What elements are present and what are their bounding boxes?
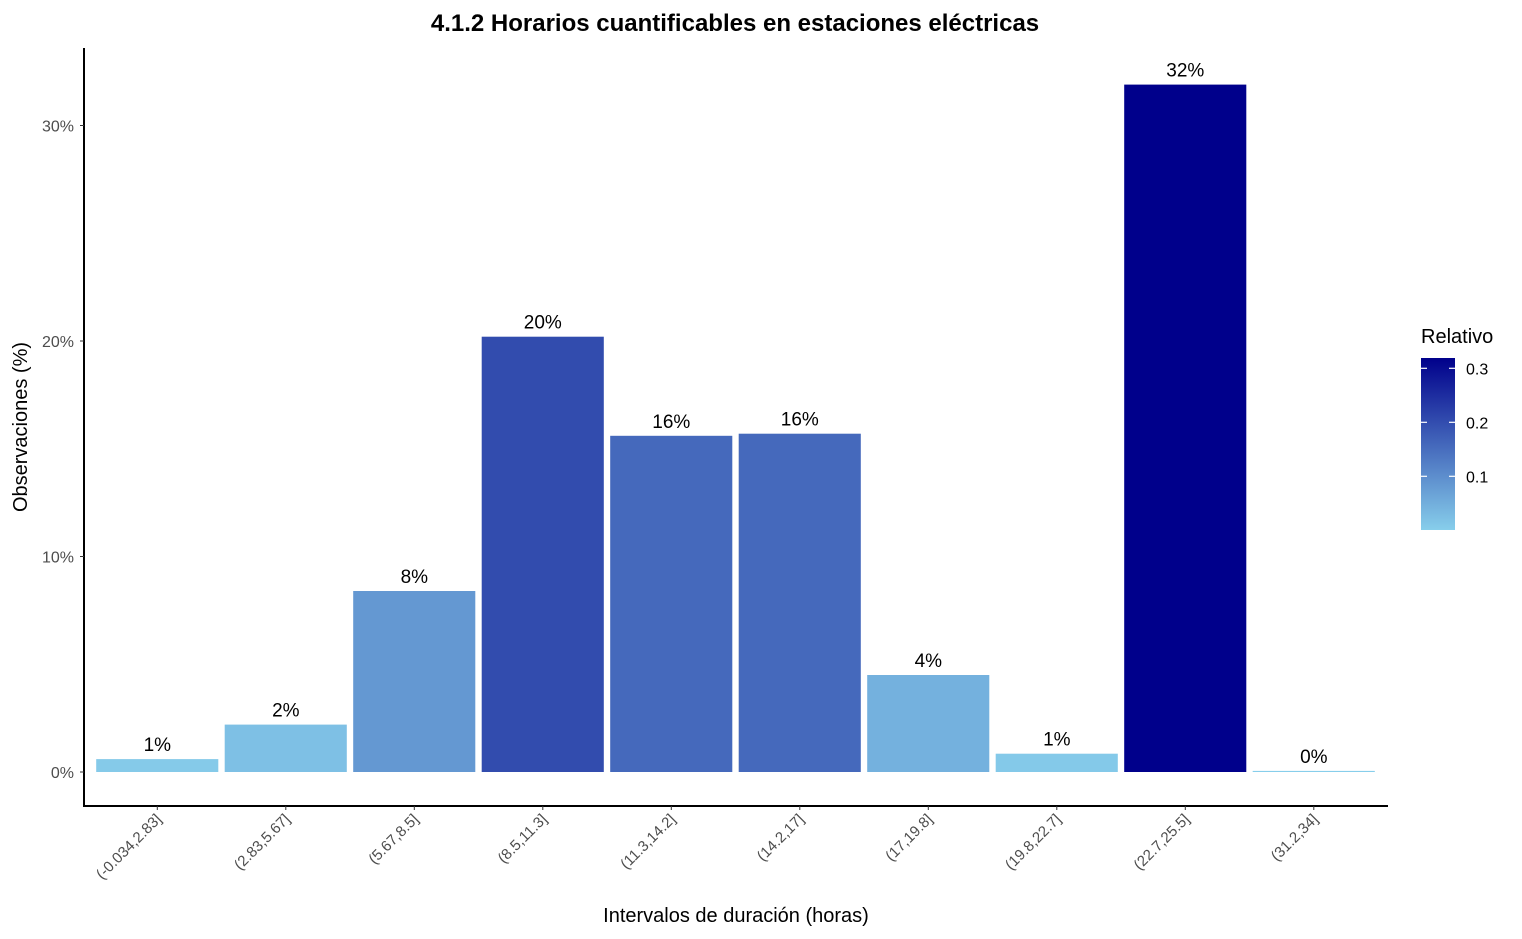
legend-colorbar bbox=[1421, 358, 1455, 530]
y-tick-label: 20% bbox=[42, 334, 74, 351]
bar bbox=[224, 724, 347, 772]
y-tick-label: 30% bbox=[42, 119, 74, 136]
bar bbox=[610, 435, 733, 772]
x-tick-label: (11.3,14.2] bbox=[617, 811, 679, 873]
x-tick-label: (-0.034,2.83] bbox=[93, 811, 165, 883]
bar bbox=[481, 336, 604, 772]
bar bbox=[1124, 84, 1247, 773]
y-axis-title: Observaciones (%) bbox=[10, 342, 32, 512]
bar-data-label: 8% bbox=[401, 567, 429, 588]
bar-data-label: 4% bbox=[915, 651, 943, 672]
x-ticks-group: (-0.034,2.83] (2.83,5.67] (5.67,8.5] (8.5,1… bbox=[93, 806, 1322, 883]
legend-title: Relativo bbox=[1421, 326, 1493, 348]
legend-tick-label: 0.1 bbox=[1466, 469, 1488, 486]
bar bbox=[738, 433, 861, 772]
bar bbox=[995, 753, 1118, 772]
x-tick-label: (5.67,8.5] bbox=[365, 811, 422, 868]
bar bbox=[867, 675, 990, 772]
x-tick-label: (22.7,25.5] bbox=[1130, 811, 1193, 874]
x-tick-label: (14.2,17] bbox=[754, 811, 808, 865]
bar bbox=[353, 591, 476, 772]
x-tick-label: (2.83,5.67] bbox=[231, 811, 294, 874]
bar-data-label: 1% bbox=[1043, 730, 1071, 751]
bars-group bbox=[96, 84, 1375, 773]
x-axis-title: Intervalos de duración (horas) bbox=[603, 905, 869, 927]
y-tick-label: 10% bbox=[42, 550, 74, 567]
legend-tick-label: 0.3 bbox=[1466, 361, 1488, 378]
bar bbox=[1252, 770, 1375, 772]
legend-tick-label: 0.2 bbox=[1466, 415, 1488, 432]
bar-data-label: 0% bbox=[1300, 747, 1328, 768]
bar-data-label: 16% bbox=[652, 412, 690, 433]
x-tick-label: (31.2,34] bbox=[1268, 811, 1322, 865]
chart-title: 4.1.2 Horarios cuantificables en estacio… bbox=[431, 10, 1039, 37]
bar-data-label: 1% bbox=[144, 735, 172, 756]
bar bbox=[96, 759, 219, 772]
x-tick-label: (8.5,11.3] bbox=[495, 811, 551, 867]
bar-data-label: 32% bbox=[1166, 61, 1204, 82]
y-ticks-group: 0% 10% 20% 30% bbox=[42, 119, 84, 782]
bar-data-label: 16% bbox=[781, 410, 819, 431]
y-tick-label: 0% bbox=[51, 765, 74, 782]
x-tick-label: (17,19.8] bbox=[882, 811, 936, 865]
bar-data-label: 2% bbox=[272, 701, 300, 722]
legend: Relativo 0.1 0.2 0.3 bbox=[1421, 326, 1493, 530]
legend-ticks-group: 0.1 0.2 0.3 bbox=[1421, 361, 1488, 486]
x-tick-label: (19.8,22.7] bbox=[1002, 811, 1065, 874]
bar-data-label: 20% bbox=[524, 313, 562, 334]
data-labels-group: 1% 2% 8% 20% 16% 16% 4% 1% 32% 0% bbox=[144, 61, 1328, 768]
